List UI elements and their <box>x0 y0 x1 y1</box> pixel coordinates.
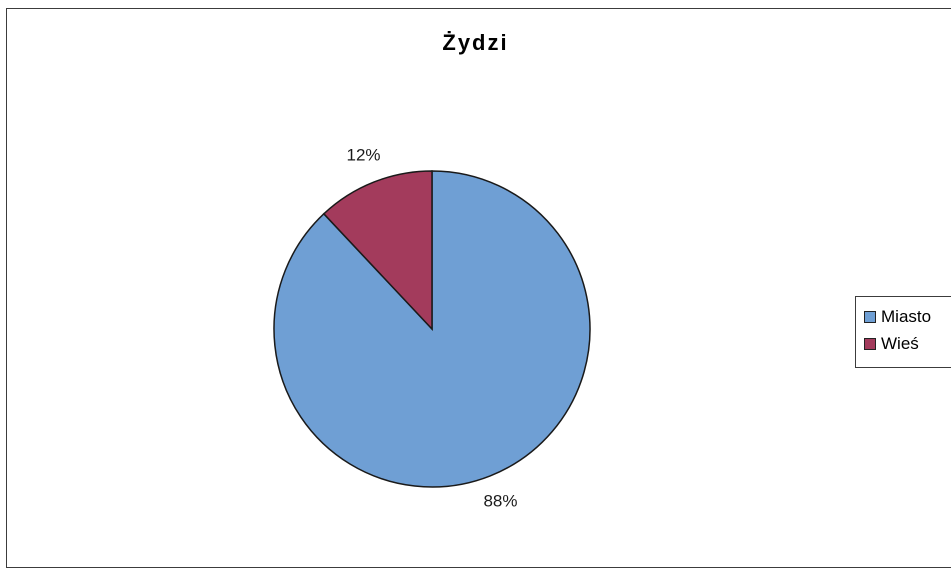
data-label-wies: 12% <box>347 146 381 165</box>
legend-label-miasto: Miasto <box>881 306 932 326</box>
chart-legend: Miasto Wieś <box>855 296 951 368</box>
pie-data-labels: 88% 12% <box>347 146 518 511</box>
data-label-miasto: 88% <box>483 491 517 510</box>
legend-swatch-miasto <box>864 310 876 323</box>
legend-item-wies: Wieś <box>864 330 951 357</box>
chart-title: Żydzi <box>442 30 509 55</box>
legend-label-wies: Wieś <box>881 333 919 353</box>
pie-slice-wies <box>322 170 433 331</box>
pie-slices <box>273 170 591 488</box>
legend-swatch-wies <box>864 337 876 350</box>
legend-item-miasto: Miasto <box>864 303 951 330</box>
